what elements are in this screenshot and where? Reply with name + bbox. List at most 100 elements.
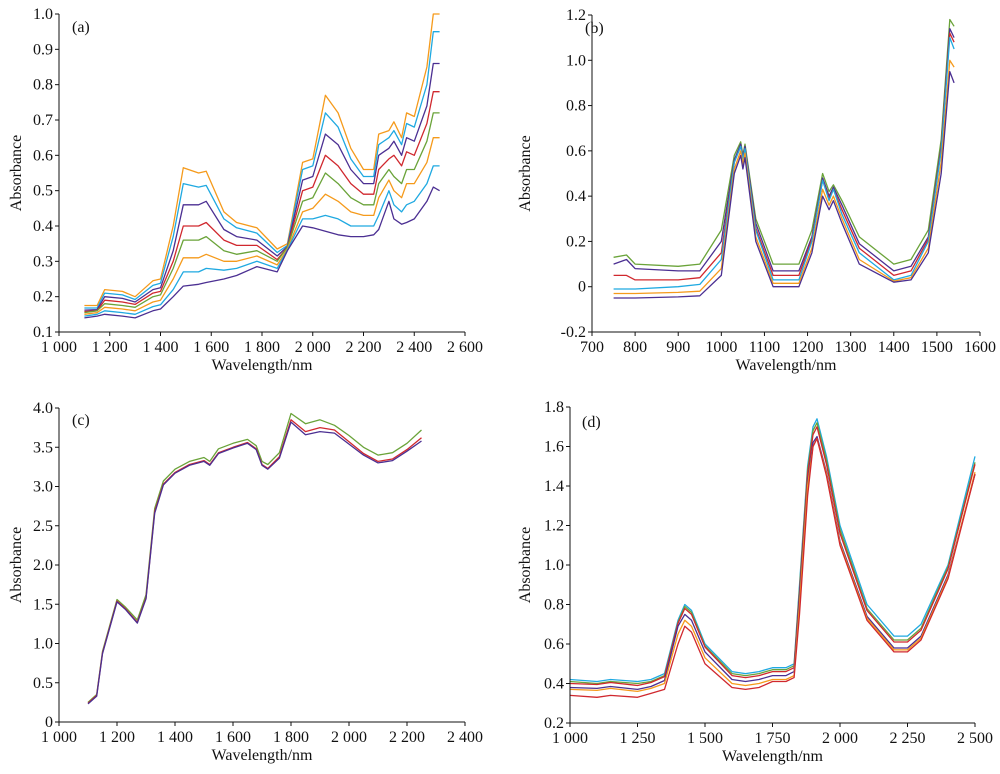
series-line — [613, 18, 955, 267]
series-line — [84, 91, 440, 313]
x-tick-label: 1 600 — [215, 729, 251, 746]
x-axis-title: Wavelength/nm — [736, 357, 837, 374]
x-tick-label: 1 600 — [193, 339, 229, 356]
series-line — [84, 165, 440, 317]
series-line — [569, 437, 976, 693]
x-axis-title: Wavelength/nm — [212, 357, 313, 374]
y-tick-label: 0.7 — [33, 112, 53, 129]
y-tick-label: 0.6 — [33, 147, 53, 164]
x-tick-label: 700 — [580, 339, 604, 356]
x-tick-label: 2 000 — [331, 729, 367, 746]
y-tick-label: 0.2 — [544, 715, 564, 732]
y-tick-label: 1.8 — [544, 399, 564, 416]
x-tick-label: 800 — [623, 339, 647, 356]
panel-label: (b) — [585, 20, 604, 37]
series-line — [569, 437, 976, 698]
y-tick-label: 0.9 — [33, 41, 53, 58]
panel-b: 700 800 900 1000 1100 1200 1300 1400 1500 1600 -0.… — [517, 7, 996, 374]
series-line — [84, 186, 440, 319]
y-tick-label: 1.5 — [33, 596, 53, 613]
y-tick-label: 0 — [45, 714, 53, 731]
panel-label: (c) — [72, 412, 90, 429]
y-tick-label: 1.4 — [544, 478, 564, 495]
series-line — [613, 70, 955, 299]
y-tick-label: 0.3 — [33, 253, 53, 270]
x-tick-label: 1 400 — [157, 729, 193, 746]
series-line — [84, 62, 440, 311]
panel-c: 1 000 1 200 1 400 1 600 1 800 2 000 2 200 2 400… — [8, 400, 483, 764]
y-tick-label: 0.8 — [566, 98, 586, 115]
series-line — [84, 13, 440, 307]
series-line — [84, 112, 440, 314]
x-tick-label: 2 250 — [890, 730, 926, 747]
panel-d: 1 000 1 250 1 500 1 750 2 000 2 250 2 500 0.2 0.… — [517, 399, 993, 765]
series-line — [569, 435, 976, 691]
series-line — [569, 426, 976, 687]
series-line — [87, 412, 422, 703]
x-tick-label: 2 400 — [396, 339, 432, 356]
series-line — [84, 137, 440, 315]
y-tick-label: 0.6 — [544, 636, 564, 653]
y-tick-label: 3.5 — [33, 439, 53, 456]
panel-label: (a) — [72, 19, 90, 36]
x-tick-label: 900 — [666, 339, 690, 356]
y-tick-label: 0.5 — [33, 183, 53, 200]
x-tick-label: 1 200 — [92, 339, 128, 356]
series-line — [569, 418, 976, 683]
y-tick-label: 2.0 — [33, 557, 53, 574]
x-tick-label: 1 250 — [620, 730, 656, 747]
x-tick-label: 2 600 — [447, 339, 483, 356]
x-tick-label: 1200 — [792, 339, 824, 356]
x-tick-label: 1 400 — [143, 339, 179, 356]
y-tick-label: 0.2 — [33, 289, 53, 306]
y-axis-title: Absorbance — [517, 135, 534, 211]
y-tick-label: 0.4 — [33, 218, 53, 235]
y-tick-label: 1.2 — [544, 518, 564, 535]
y-tick-label: 0.4 — [544, 676, 564, 693]
series-line — [569, 422, 976, 685]
x-tick-label: 2 500 — [957, 730, 993, 747]
y-tick-label: 0.6 — [566, 143, 586, 160]
x-tick-label: 1000 — [705, 339, 737, 356]
x-tick-label: 2 400 — [447, 729, 483, 746]
series-line — [613, 32, 955, 281]
x-tick-label: 2 000 — [295, 339, 331, 356]
y-tick-label: 1.0 — [33, 6, 53, 23]
y-tick-label: 0.5 — [33, 675, 53, 692]
y-axis-title: Absorbance — [8, 135, 25, 211]
y-tick-label: 1.2 — [566, 7, 586, 24]
x-axis-title: Wavelength/nm — [212, 747, 313, 764]
y-tick-label: 3.0 — [33, 479, 53, 496]
x-tick-label: 2 000 — [822, 730, 858, 747]
x-tick-label: 1 500 — [687, 730, 723, 747]
series-line — [84, 31, 440, 309]
x-tick-label: 1500 — [921, 339, 953, 356]
y-tick-label: 1.0 — [33, 636, 53, 653]
y-tick-label: 0.8 — [544, 597, 564, 614]
y-tick-label: 4.0 — [33, 400, 53, 417]
y-tick-label: 0 — [578, 279, 586, 296]
y-tick-label: 0.1 — [33, 324, 53, 341]
x-tick-label: 1100 — [749, 339, 780, 356]
y-tick-label: 1.0 — [544, 557, 564, 574]
y-tick-label: 0.8 — [33, 77, 53, 94]
x-tick-label: 1600 — [964, 339, 996, 356]
y-tick-label: 1.0 — [566, 52, 586, 69]
x-axis-title: Wavelength/nm — [722, 748, 823, 765]
x-tick-label: 1 200 — [99, 729, 135, 746]
y-axis-title: Absorbance — [517, 527, 534, 603]
y-tick-label: -0.2 — [561, 324, 586, 341]
series-line — [613, 59, 955, 295]
series-line — [87, 421, 422, 705]
series-line — [87, 419, 422, 704]
y-tick-label: 0.4 — [566, 188, 586, 205]
series-line — [613, 36, 955, 290]
series-line — [613, 27, 955, 272]
y-tick-label: 1.6 — [544, 439, 564, 456]
x-tick-label: 1400 — [878, 339, 910, 356]
x-tick-label: 2 200 — [389, 729, 425, 746]
x-tick-label: 1300 — [835, 339, 867, 356]
x-tick-label: 1 800 — [273, 729, 309, 746]
x-tick-label: 1 000 — [552, 730, 588, 747]
